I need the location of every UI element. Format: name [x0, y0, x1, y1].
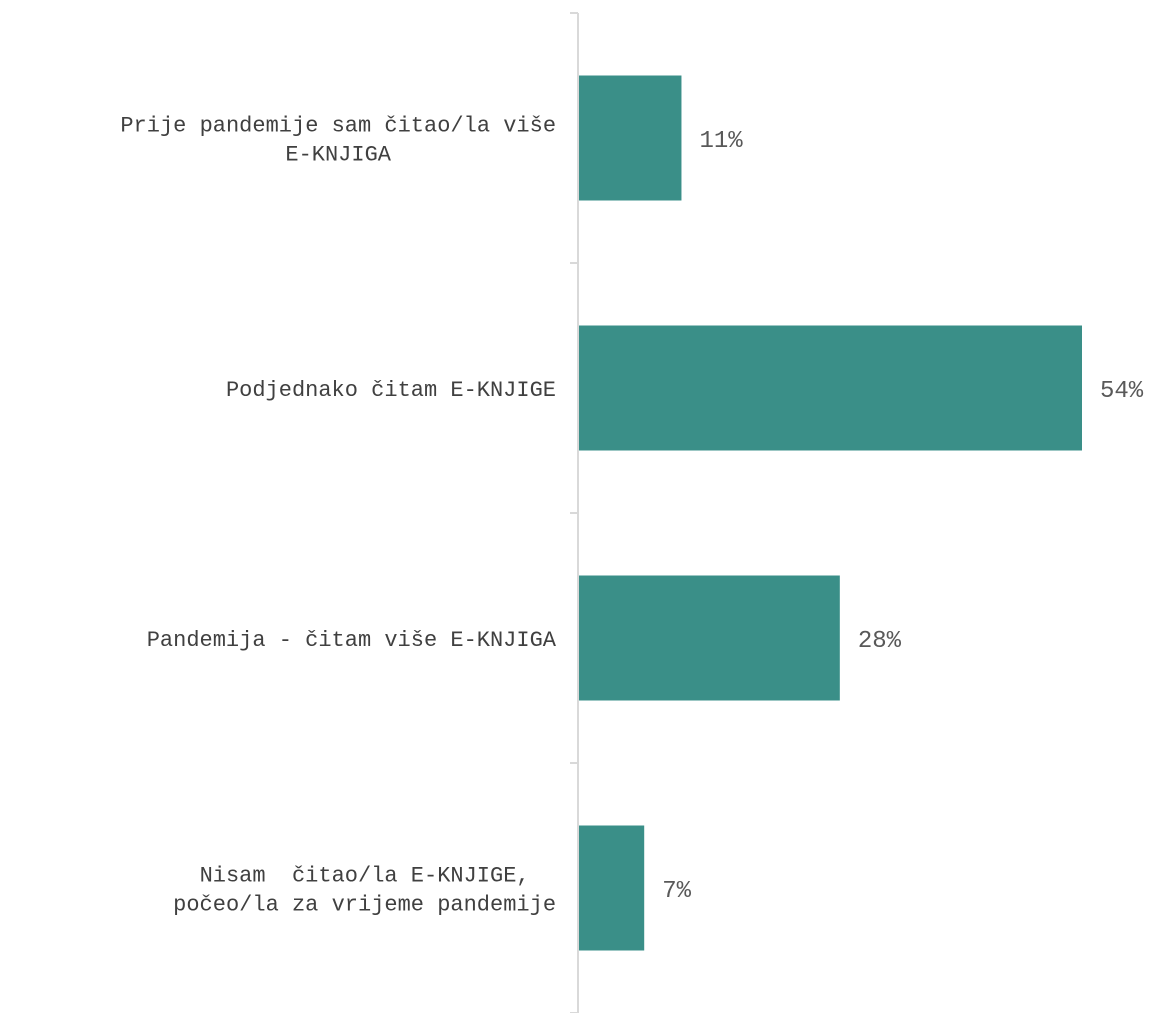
category-label-line: E-KNJIGA	[285, 143, 391, 168]
data-label: 11%	[699, 128, 743, 155]
category-labels-layer: Prije pandemije sam čitao/la više E-KNJIG…	[120, 114, 556, 918]
category-label-line: Prije pandemije sam čitao/la više	[120, 114, 556, 139]
category-label-line: Podjednako čitam E-KNJIGE	[226, 378, 556, 403]
bars-layer	[579, 75, 1082, 951]
category-label: Nisam čitao/la E-KNJIGE, počeo/la za vrij…	[173, 864, 556, 918]
bar	[579, 575, 840, 701]
data-label: 7%	[662, 878, 691, 905]
category-label: Podjednako čitam E-KNJIGE	[226, 378, 556, 403]
category-label-line: Nisam čitao/la E-KNJIGE,	[200, 864, 530, 889]
bar	[579, 75, 682, 201]
category-label-line: počeo/la za vrijeme pandemije	[173, 893, 556, 918]
bar	[579, 325, 1082, 451]
data-label: 54%	[1100, 378, 1144, 405]
bar	[579, 825, 645, 951]
value-labels-layer: 11% 54% 28% 7%	[662, 128, 1144, 905]
category-label-line: Pandemija - čitam više E-KNJIGA	[147, 628, 557, 653]
tick-layer	[570, 12, 578, 1013]
category-label: Prije pandemije sam čitao/la više E-KNJIG…	[120, 114, 556, 168]
category-label: Pandemija - čitam više E-KNJIGA	[147, 628, 557, 653]
data-label: 28%	[858, 628, 902, 655]
